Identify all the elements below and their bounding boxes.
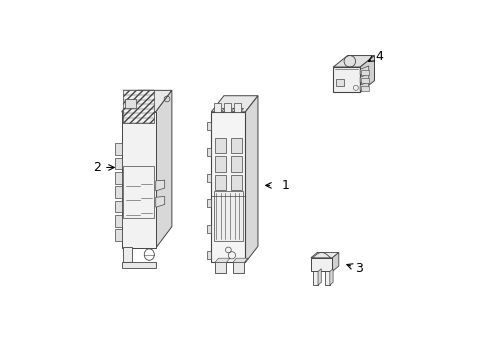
Polygon shape bbox=[155, 90, 171, 248]
Polygon shape bbox=[317, 269, 321, 285]
Polygon shape bbox=[360, 66, 368, 75]
Bar bbox=[214, 157, 226, 171]
Bar bbox=[232, 262, 244, 273]
Polygon shape bbox=[211, 96, 258, 112]
Polygon shape bbox=[122, 90, 171, 112]
Polygon shape bbox=[232, 258, 247, 262]
Text: 3: 3 bbox=[355, 262, 363, 275]
Polygon shape bbox=[124, 99, 135, 108]
Polygon shape bbox=[115, 158, 122, 169]
Polygon shape bbox=[115, 215, 122, 226]
Bar bbox=[122, 262, 155, 268]
Bar bbox=[224, 103, 230, 112]
Polygon shape bbox=[155, 180, 164, 191]
Bar bbox=[123, 166, 154, 218]
Polygon shape bbox=[333, 67, 360, 92]
Polygon shape bbox=[360, 55, 374, 92]
Bar bbox=[360, 78, 368, 83]
Bar bbox=[360, 86, 368, 91]
Polygon shape bbox=[115, 186, 122, 198]
Polygon shape bbox=[206, 148, 211, 156]
Polygon shape bbox=[206, 225, 211, 233]
Bar bbox=[214, 191, 242, 241]
Polygon shape bbox=[245, 96, 258, 262]
Polygon shape bbox=[155, 197, 164, 207]
Bar bbox=[360, 70, 368, 75]
Polygon shape bbox=[310, 252, 338, 258]
Polygon shape bbox=[206, 174, 211, 181]
Bar bbox=[123, 247, 132, 262]
Text: 2: 2 bbox=[93, 161, 101, 174]
Bar bbox=[230, 175, 242, 190]
Bar bbox=[214, 175, 226, 190]
Polygon shape bbox=[313, 271, 317, 285]
Bar bbox=[230, 157, 242, 171]
Bar bbox=[233, 103, 240, 112]
Polygon shape bbox=[360, 82, 368, 91]
Text: 4: 4 bbox=[374, 50, 382, 63]
Polygon shape bbox=[115, 229, 122, 241]
Polygon shape bbox=[233, 108, 243, 112]
Polygon shape bbox=[214, 108, 224, 112]
Bar bbox=[214, 103, 221, 112]
Polygon shape bbox=[211, 112, 245, 262]
Polygon shape bbox=[115, 143, 122, 155]
Polygon shape bbox=[206, 251, 211, 259]
Polygon shape bbox=[122, 112, 155, 248]
Polygon shape bbox=[206, 122, 211, 130]
Polygon shape bbox=[115, 201, 122, 212]
Polygon shape bbox=[325, 271, 329, 285]
Polygon shape bbox=[329, 269, 332, 285]
Bar bbox=[230, 138, 242, 153]
Polygon shape bbox=[360, 74, 368, 83]
Bar bbox=[214, 138, 226, 153]
Bar bbox=[335, 78, 344, 86]
Polygon shape bbox=[332, 252, 338, 271]
Bar bbox=[123, 90, 154, 123]
Text: 1: 1 bbox=[281, 179, 289, 192]
Polygon shape bbox=[224, 108, 233, 112]
Polygon shape bbox=[214, 258, 229, 262]
Bar bbox=[214, 262, 226, 273]
Polygon shape bbox=[310, 258, 332, 271]
Polygon shape bbox=[333, 55, 374, 67]
Polygon shape bbox=[206, 199, 211, 207]
Polygon shape bbox=[115, 172, 122, 184]
